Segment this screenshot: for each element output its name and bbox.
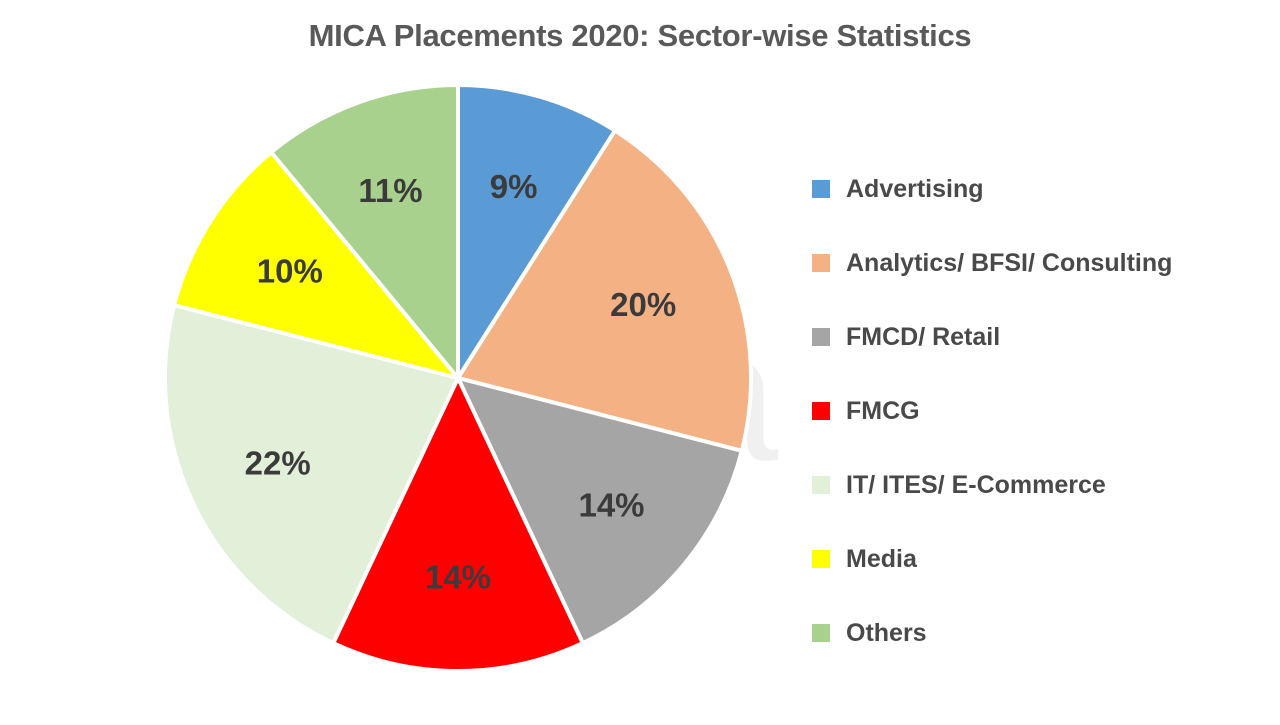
legend-item-label: Analytics/ BFSI/ Consulting (846, 248, 1173, 277)
legend-item[interactable]: FMCD/ Retail (812, 300, 1172, 374)
legend-item[interactable]: Analytics/ BFSI/ Consulting (812, 226, 1172, 300)
pie-slice-value-label: 22% (245, 444, 311, 481)
pie-labels-group: 9% 20% 14% 14% 22% 10% 11% (245, 168, 677, 596)
pie-slice[interactable] (330, 373, 586, 673)
pie-slice-value-label: 11% (358, 172, 422, 209)
pie-slice-value-label: 10% (257, 253, 323, 290)
legend-item[interactable]: Advertising (812, 152, 1172, 226)
chart-legend: Advertising Analytics/ BFSI/ Consulting FM… (812, 152, 1172, 670)
legend-color-swatch (812, 328, 830, 346)
legend-color-swatch (812, 180, 830, 198)
pie-slice[interactable] (171, 149, 464, 382)
legend-item[interactable]: IT/ ITES/ E-Commerce (812, 448, 1172, 522)
legend-item-label: Media (846, 544, 917, 573)
pie-slice-value-label: 9% (490, 168, 538, 205)
legend-item-label: IT/ ITES/ E-Commerce (846, 470, 1106, 499)
legend-item[interactable]: Media (812, 522, 1172, 596)
pie-slice[interactable] (268, 82, 460, 384)
legend-item-label: Others (846, 618, 927, 647)
legend-color-swatch (812, 624, 830, 642)
pie-slice[interactable] (163, 302, 461, 646)
legend-color-swatch (812, 402, 830, 420)
pie-slice[interactable] (454, 375, 745, 646)
legend-color-swatch (812, 550, 830, 568)
chart-title: MICA Placements 2020: Sector-wise Statis… (308, 18, 972, 53)
legend-item[interactable]: Others (812, 596, 1172, 670)
pie-slice[interactable] (454, 127, 753, 454)
legend-item-label: Advertising (846, 174, 984, 203)
legend-color-swatch (812, 254, 830, 272)
pie-slices-group (163, 82, 753, 673)
pie-slice-value-label: 20% (610, 286, 676, 323)
pie-slice[interactable] (456, 82, 618, 385)
legend-color-swatch (812, 476, 830, 494)
pie-slice-value-label: 14% (578, 487, 644, 524)
legend-item-label: FMCG (846, 396, 920, 425)
pie-slice-value-label: 14% (425, 559, 491, 596)
legend-item-label: FMCD/ Retail (846, 322, 1001, 351)
legend-item[interactable]: FMCG (812, 374, 1172, 448)
